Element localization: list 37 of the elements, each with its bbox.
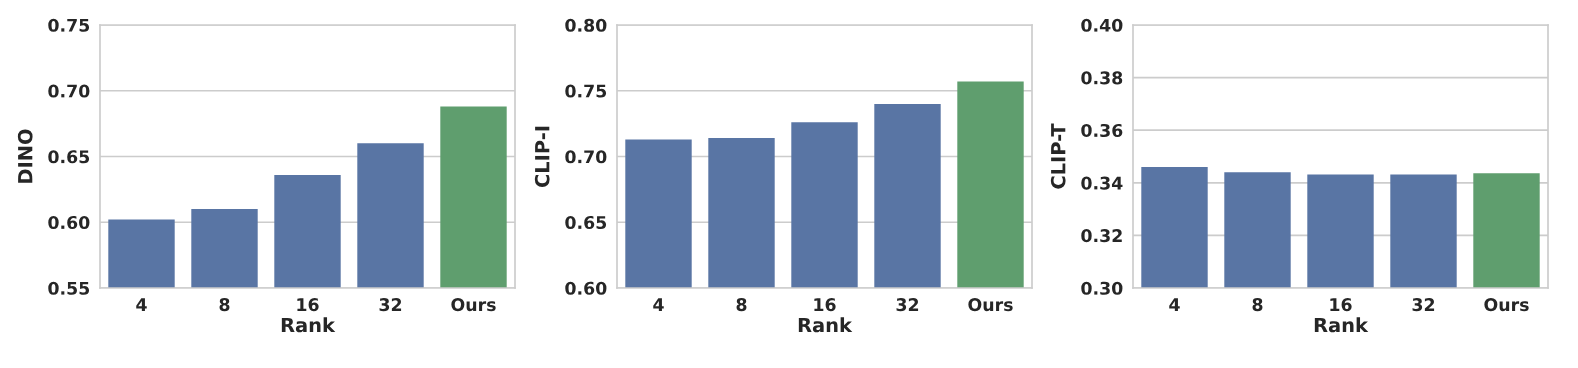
y-axis-title: DINO [17, 129, 33, 183]
y-axis-title: CLIP-I [534, 126, 550, 188]
x-tick-label: Ours [451, 298, 496, 312]
x-tick-label: 4 [1169, 298, 1180, 311]
x-tick-label: 16 [1330, 298, 1352, 312]
x-tick-label: 16 [814, 298, 836, 312]
y-tick-label: 0.38 [1081, 71, 1123, 85]
y-tick-label: 0.60 [565, 281, 607, 295]
x-tick-label: 8 [1252, 298, 1263, 312]
x-tick-label: 8 [219, 298, 230, 312]
y-tick-label: 0.70 [565, 150, 607, 164]
x-tick-label: 8 [736, 298, 747, 312]
y-tick-label: 0.75 [565, 84, 607, 98]
y-axis-title: CLIP-T [1050, 123, 1066, 189]
x-tick-label: 32 [379, 298, 402, 312]
y-tick-label: 0.60 [48, 215, 90, 230]
x-tick-label: 4 [136, 298, 147, 311]
x-tick-label: 32 [1412, 298, 1435, 312]
y-tick-label: 0.75 [48, 18, 90, 32]
x-tick-label: 16 [297, 298, 319, 312]
y-tick-label: 0.70 [48, 84, 90, 98]
x-axis-title: Rank [1314, 317, 1369, 333]
y-tick-label: 0.65 [48, 150, 90, 164]
y-tick-label: 0.32 [1081, 229, 1122, 243]
x-tick-label: 4 [653, 298, 664, 311]
y-tick-label: 0.34 [1081, 176, 1123, 190]
x-tick-label: Ours [1484, 298, 1529, 312]
x-tick-label: Ours [968, 298, 1013, 312]
y-tick-label: 0.36 [1081, 123, 1123, 138]
y-tick-label: 0.80 [565, 18, 607, 32]
y-tick-label: 0.55 [48, 281, 90, 295]
y-tick-label: 0.30 [1081, 281, 1123, 295]
y-tick-label: 0.40 [1081, 18, 1123, 32]
x-tick-label: 32 [896, 298, 919, 312]
x-axis-title: Rank [798, 317, 853, 333]
x-axis-title: Rank [281, 317, 336, 333]
y-tick-label: 0.65 [565, 215, 607, 230]
